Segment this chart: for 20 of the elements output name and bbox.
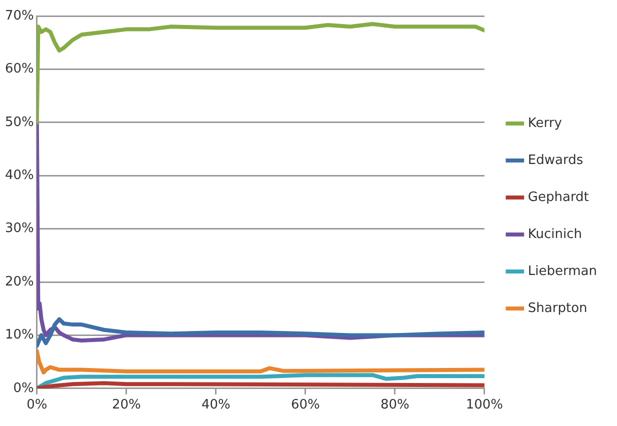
x-tick-label: 0% bbox=[26, 398, 48, 413]
y-tick-label: 30% bbox=[4, 221, 34, 236]
legend-label: Gephardt bbox=[528, 190, 589, 205]
legend-label: Kerry bbox=[528, 116, 562, 131]
x-tick-label: 80% bbox=[380, 398, 410, 413]
x-tick-label: 40% bbox=[201, 398, 230, 413]
x-tick-label: 60% bbox=[290, 398, 320, 413]
legend-label: Kucinich bbox=[528, 226, 582, 242]
y-tick-label: 0% bbox=[13, 380, 34, 396]
legend-label: Edwards bbox=[528, 152, 584, 168]
x-tick-label: 20% bbox=[112, 398, 141, 413]
y-tick-label: 20% bbox=[4, 274, 34, 290]
legend-label: Sharpton bbox=[528, 300, 588, 316]
y-tick-label: 60% bbox=[4, 62, 34, 77]
y-tick-label: 70% bbox=[4, 8, 34, 24]
y-tick-label: 40% bbox=[4, 168, 34, 183]
x-tick-label: 100% bbox=[466, 398, 503, 413]
y-tick-label: 10% bbox=[4, 328, 34, 343]
legend-label: Lieberman bbox=[528, 264, 598, 279]
y-tick-label: 50% bbox=[4, 114, 34, 130]
